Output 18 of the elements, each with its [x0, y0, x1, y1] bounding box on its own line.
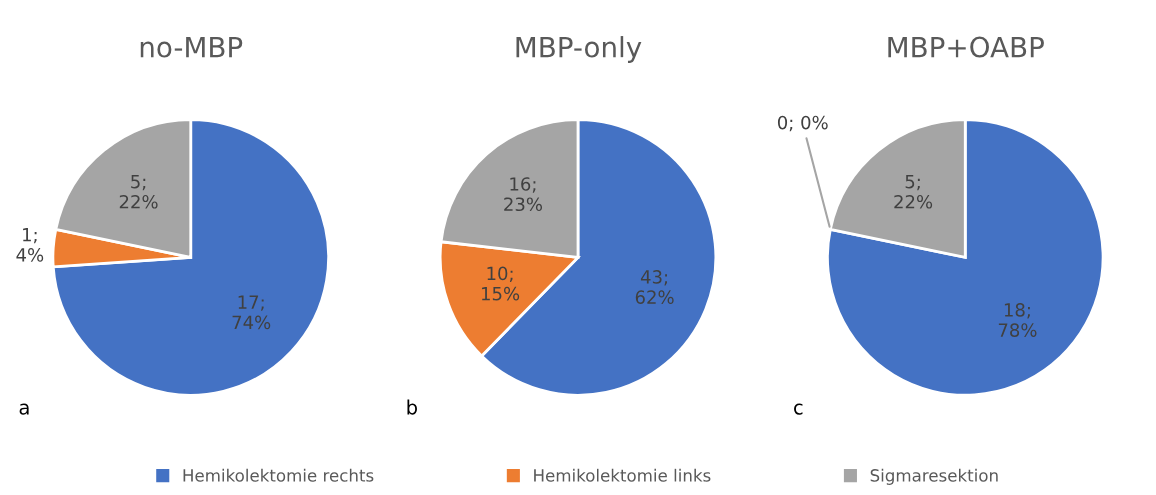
- text: a: [19, 403, 29, 415]
- text: c: [794, 403, 803, 415]
- data-label: 18; 78%: [998, 303, 1037, 337]
- data-label: 16; 23%: [504, 177, 543, 212]
- legend-label: Sigmaresektion: [870, 468, 998, 485]
- data-label: 43; 62%: [635, 270, 674, 304]
- data-label: 5; 22%: [119, 174, 158, 209]
- chart-title: MBP+OABP: [888, 36, 1044, 58]
- chart-title: no-MBP: [140, 36, 243, 58]
- chart-title: MBP-only: [516, 36, 642, 63]
- text: 0; 0%: [777, 115, 828, 132]
- text: b: [407, 399, 417, 415]
- data-label: 5; 22%: [894, 174, 933, 209]
- data-label: 10; 15%: [481, 266, 520, 301]
- data-label: 17; 74%: [232, 295, 271, 330]
- data-label: 1; 4%: [16, 228, 44, 262]
- legend-label: Hemikolektomie rechts: [183, 468, 374, 482]
- legend-label: Hemikolektomie links: [534, 468, 711, 482]
